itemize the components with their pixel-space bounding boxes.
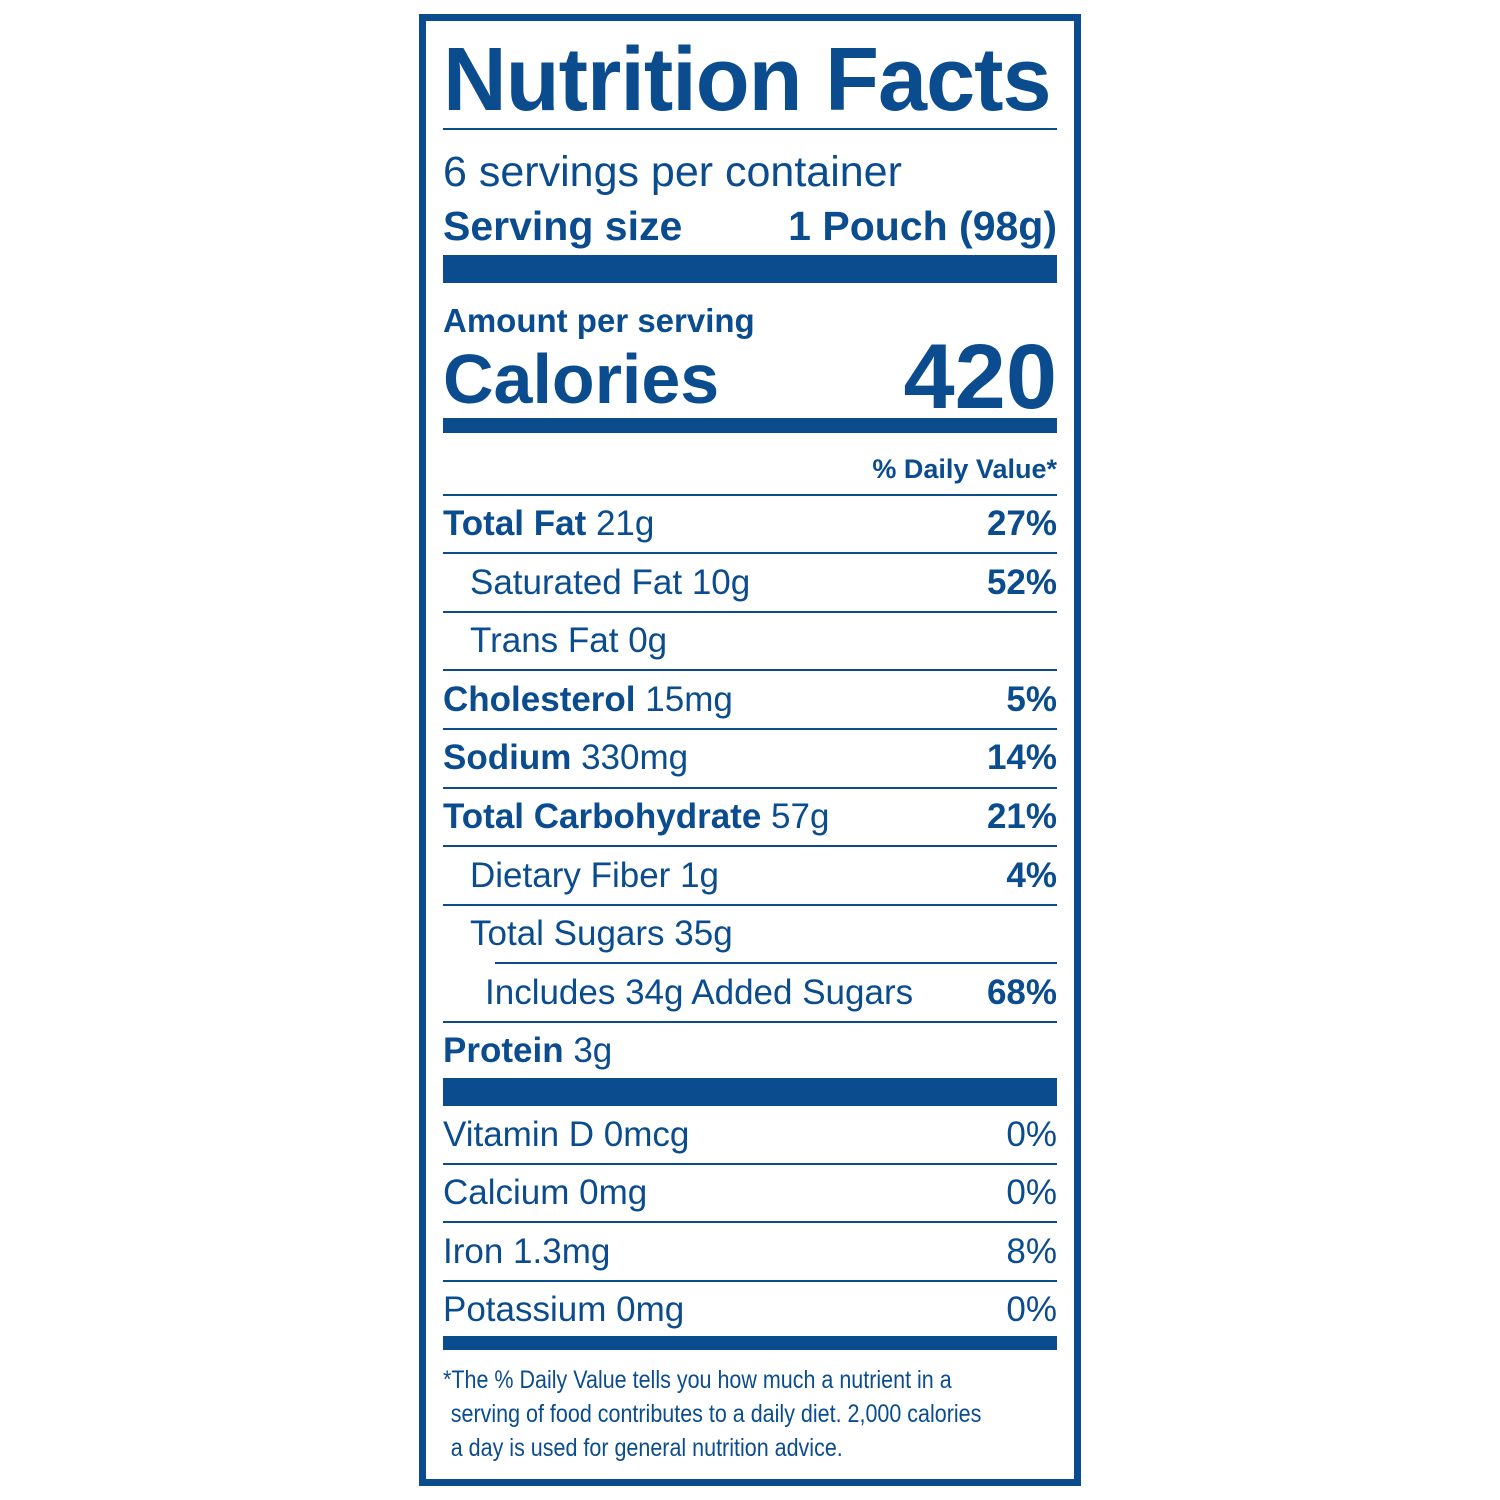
nutrient-amount: 21g bbox=[595, 504, 655, 543]
nutrient-amount: 330mg bbox=[581, 738, 689, 777]
medium-divider bbox=[443, 1336, 1057, 1350]
nutrient-amount: 35g bbox=[674, 914, 733, 953]
nutrient-dv: 68% bbox=[986, 973, 1057, 1012]
divider bbox=[443, 904, 1057, 906]
footnote-line: *The % Daily Value tells you how much a … bbox=[443, 1366, 952, 1394]
divider bbox=[443, 552, 1057, 554]
vitamin-row: Vitamin D 0mcg 0% bbox=[443, 1106, 1057, 1164]
divider bbox=[443, 1221, 1057, 1223]
label-title: Nutrition Facts bbox=[443, 30, 1052, 130]
nutrient-row-total-sugars: Total Sugars 35g bbox=[443, 905, 1057, 963]
medium-divider bbox=[443, 418, 1057, 433]
divider bbox=[443, 669, 1057, 671]
calories-row: Calories 420 bbox=[443, 331, 1057, 423]
nutrient-amount: 3g bbox=[573, 1031, 613, 1070]
nutrient-name: Trans Fat bbox=[470, 621, 619, 660]
nutrient-row-trans-fat: Trans Fat 0g bbox=[443, 612, 1057, 670]
divider bbox=[443, 1021, 1057, 1023]
nutrient-amount: 57g bbox=[771, 797, 830, 836]
calories-value: 420 bbox=[903, 326, 1058, 428]
divider bbox=[443, 128, 1057, 130]
nutrient-name: Total Fat bbox=[443, 504, 587, 543]
nutrient-dv: 4% bbox=[1006, 856, 1057, 895]
vitamin-row: Iron 1.3mg 8% bbox=[443, 1223, 1057, 1281]
nutrient-dv: 27% bbox=[986, 504, 1057, 543]
nutrient-row-added-sugars: Includes 34g Added Sugars 68% bbox=[443, 964, 1057, 1022]
vitamin-text: Vitamin D 0mcg bbox=[443, 1115, 690, 1154]
divider bbox=[443, 845, 1057, 847]
vitamin-row: Potassium 0mg 0% bbox=[443, 1281, 1057, 1339]
divider bbox=[443, 1163, 1057, 1165]
nutrient-name: Dietary Fiber bbox=[470, 856, 671, 895]
vitamin-row: Calcium 0mg 0% bbox=[443, 1164, 1057, 1222]
thick-divider bbox=[443, 1078, 1057, 1106]
nutrient-amount: 15mg bbox=[645, 680, 733, 719]
calories-label: Calories bbox=[443, 340, 720, 418]
nutrition-facts-label: Nutrition Facts 6 servings per container… bbox=[419, 14, 1081, 1486]
nutrient-row-total-fat: Total Fat 21g 27% bbox=[443, 495, 1057, 553]
nutrient-row-protein: Protein 3g bbox=[443, 1022, 1057, 1080]
divider bbox=[443, 494, 1057, 496]
vitamin-dv: 8% bbox=[1006, 1232, 1057, 1271]
footnote-line: a day is used for general nutrition advi… bbox=[450, 1434, 843, 1462]
nutrient-row-cholesterol: Cholesterol 15mg 5% bbox=[443, 671, 1057, 729]
nutrient-name: Total Sugars bbox=[470, 914, 665, 953]
divider bbox=[443, 728, 1057, 730]
divider bbox=[443, 611, 1057, 613]
nutrient-amount: 1g bbox=[680, 856, 719, 895]
vitamin-dv: 0% bbox=[1006, 1173, 1057, 1212]
nutrient-name: Cholesterol bbox=[443, 680, 636, 719]
servings-per-container: 6 servings per container bbox=[443, 148, 902, 196]
nutrient-dv: 21% bbox=[986, 797, 1057, 836]
vitamin-dv: 0% bbox=[1006, 1115, 1057, 1154]
divider bbox=[443, 1280, 1057, 1282]
serving-size: Serving size 1 Pouch (98g) bbox=[443, 201, 1057, 251]
nutrient-row-sodium: Sodium 330mg 14% bbox=[443, 729, 1057, 787]
nutrient-dv: 52% bbox=[986, 563, 1057, 602]
amount-per-serving: Amount per serving bbox=[443, 302, 755, 339]
footnote-line: serving of food contributes to a daily d… bbox=[450, 1400, 982, 1428]
vitamin-text: Iron 1.3mg bbox=[443, 1232, 611, 1271]
nutrient-name: Total Carbohydrate bbox=[443, 797, 762, 836]
nutrient-name: Protein bbox=[443, 1031, 564, 1070]
nutrient-name: Sodium bbox=[443, 738, 572, 777]
nutrient-dv: 5% bbox=[1006, 680, 1057, 719]
nutrient-amount: 10g bbox=[691, 563, 751, 602]
nutrient-name: Includes 34g Added Sugars bbox=[485, 973, 914, 1012]
daily-value-header: % Daily Value* bbox=[872, 454, 1057, 484]
footnote: *The % Daily Value tells you how much a … bbox=[443, 1363, 1062, 1465]
nutrient-row-saturated-fat: Saturated Fat 10g 52% bbox=[443, 554, 1057, 612]
vitamin-text: Calcium 0mg bbox=[443, 1173, 648, 1212]
nutrient-row-dietary-fiber: Dietary Fiber 1g 4% bbox=[443, 847, 1057, 905]
vitamin-dv: 0% bbox=[1006, 1290, 1057, 1329]
nutrient-dv: 14% bbox=[986, 738, 1057, 777]
divider bbox=[443, 787, 1057, 789]
nutrient-amount: 0g bbox=[628, 621, 668, 660]
divider bbox=[495, 962, 1057, 964]
vitamin-text: Potassium 0mg bbox=[443, 1290, 685, 1329]
nutrient-name: Saturated Fat bbox=[470, 563, 683, 602]
serving-size-label: Serving size bbox=[443, 203, 683, 249]
thick-divider bbox=[443, 255, 1057, 283]
nutrient-row-total-carbohydrate: Total Carbohydrate 57g 21% bbox=[443, 788, 1057, 846]
serving-size-value: 1 Pouch (98g) bbox=[788, 203, 1057, 249]
